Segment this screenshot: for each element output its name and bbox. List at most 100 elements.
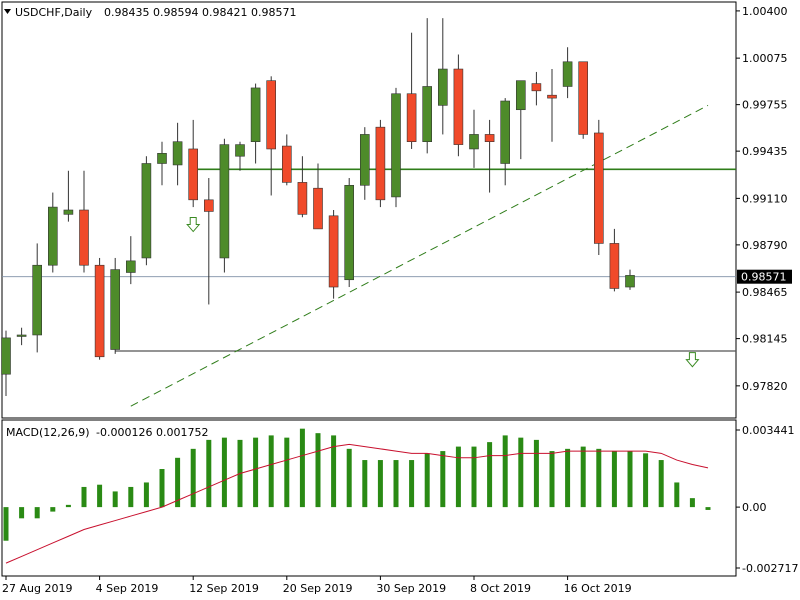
candle <box>437 18 448 135</box>
price-tick-label: 0.99110 <box>742 192 788 205</box>
bull-candle-body <box>32 264 43 336</box>
bull-candle-body <box>562 61 573 87</box>
candle <box>297 156 308 218</box>
candle <box>47 192 58 273</box>
macd-bar <box>3 507 9 541</box>
macd-bar <box>487 442 493 508</box>
bull-candle-body <box>391 93 401 198</box>
bull-candle-body <box>469 134 479 150</box>
macd-bar <box>346 448 352 508</box>
macd-bar <box>253 437 259 508</box>
bull-candle-body <box>126 260 136 273</box>
macd-bar <box>221 437 227 508</box>
candle <box>531 71 542 106</box>
bear-candle-body <box>547 94 557 99</box>
candle <box>172 122 183 186</box>
bear-candle-body <box>531 83 542 92</box>
macd-bar <box>596 448 602 508</box>
candle <box>94 257 105 360</box>
macd-bar <box>159 469 165 508</box>
bull-candle-body <box>422 86 433 142</box>
candle <box>547 69 557 142</box>
candle <box>328 210 339 299</box>
macd-bar <box>50 507 56 512</box>
trendline[interactable] <box>130 104 709 407</box>
candle <box>375 119 386 208</box>
bull-candle-body <box>344 184 355 281</box>
candle <box>562 47 573 99</box>
bear-candle-body <box>94 264 105 358</box>
price-tick-label: 0.98145 <box>742 333 788 346</box>
down-arrow-icon[interactable] <box>685 352 700 368</box>
macd-bar <box>143 482 149 508</box>
macd-bar <box>315 433 321 508</box>
macd-bar <box>65 504 71 508</box>
candle <box>16 327 27 346</box>
price-tick-label: 0.99755 <box>742 99 788 112</box>
macd-bar <box>471 446 477 508</box>
candle <box>110 257 120 354</box>
bull-candle-body <box>250 87 261 142</box>
down-arrows <box>186 217 700 368</box>
bull-candle-body <box>437 68 448 106</box>
macd-axis: 0.003441 0.00 -0.002717 <box>736 424 798 575</box>
time-tick-label: 16 Oct 2019 <box>564 582 632 595</box>
candle <box>515 80 526 160</box>
macd-bar <box>112 491 118 508</box>
candle <box>406 32 417 149</box>
dropdown-triangle-icon[interactable] <box>4 9 11 14</box>
macd-bar <box>377 460 383 508</box>
macd-bar <box>424 453 430 508</box>
macd-bar <box>268 435 274 508</box>
macd-bar <box>34 507 40 519</box>
candle <box>219 138 230 273</box>
candle <box>32 243 43 353</box>
price-tick-label: 0.98790 <box>742 239 788 252</box>
macd-bar <box>643 453 649 508</box>
macd-bar <box>19 507 25 519</box>
candle <box>469 109 479 168</box>
time-axis: 27 Aug 2019 4 Sep 2019 12 Sep 2019 20 Sep 2… <box>2 576 632 595</box>
bull-candle-body <box>157 153 167 164</box>
macd-bar <box>549 451 555 508</box>
candle <box>250 83 261 164</box>
bear-candle-body <box>593 132 604 244</box>
macd-bar <box>705 507 711 510</box>
price-tick-label: 1.00400 <box>742 5 788 18</box>
candle <box>391 87 401 208</box>
bear-candle-body <box>328 215 339 288</box>
time-tick-label: 27 Aug 2019 <box>2 582 72 595</box>
macd-histogram <box>3 428 711 564</box>
macd-tick-label: 0.003441 <box>742 424 795 437</box>
down-arrow-icon[interactable] <box>186 217 201 233</box>
bear-candle-body <box>297 182 308 215</box>
bear-candle-body <box>609 243 620 289</box>
current-price-tag-label: 0.98571 <box>741 271 787 284</box>
candle <box>484 119 495 193</box>
macd-signal-line <box>5 443 709 564</box>
candle <box>79 170 89 273</box>
bear-candle-body <box>204 199 214 212</box>
candle <box>422 18 433 154</box>
bull-candle-body <box>16 334 27 337</box>
macd-bar <box>175 457 181 508</box>
candle <box>593 119 604 256</box>
macd-bar <box>502 435 508 508</box>
price-tick-label: 1.00075 <box>742 52 788 65</box>
candle <box>500 98 511 186</box>
bull-candle-body <box>63 209 74 215</box>
macd-indicator-label: MACD(12,26,9) <box>6 426 90 439</box>
macd-bar <box>128 486 134 508</box>
bull-candle-body <box>500 100 511 164</box>
candle <box>126 236 136 285</box>
macd-bar <box>190 448 196 508</box>
macd-bar <box>533 439 539 508</box>
macd-indicator-values: -0.000126 0.001752 <box>96 426 208 439</box>
bull-candle-body <box>235 144 245 157</box>
price-panel-frame <box>1 1 737 419</box>
ohlc-values: 0.98435 0.98594 0.98421 0.98571 <box>104 6 296 19</box>
macd-tick-label: 0.00 <box>742 501 767 514</box>
bear-candle-body <box>406 93 417 142</box>
candle <box>235 141 245 171</box>
